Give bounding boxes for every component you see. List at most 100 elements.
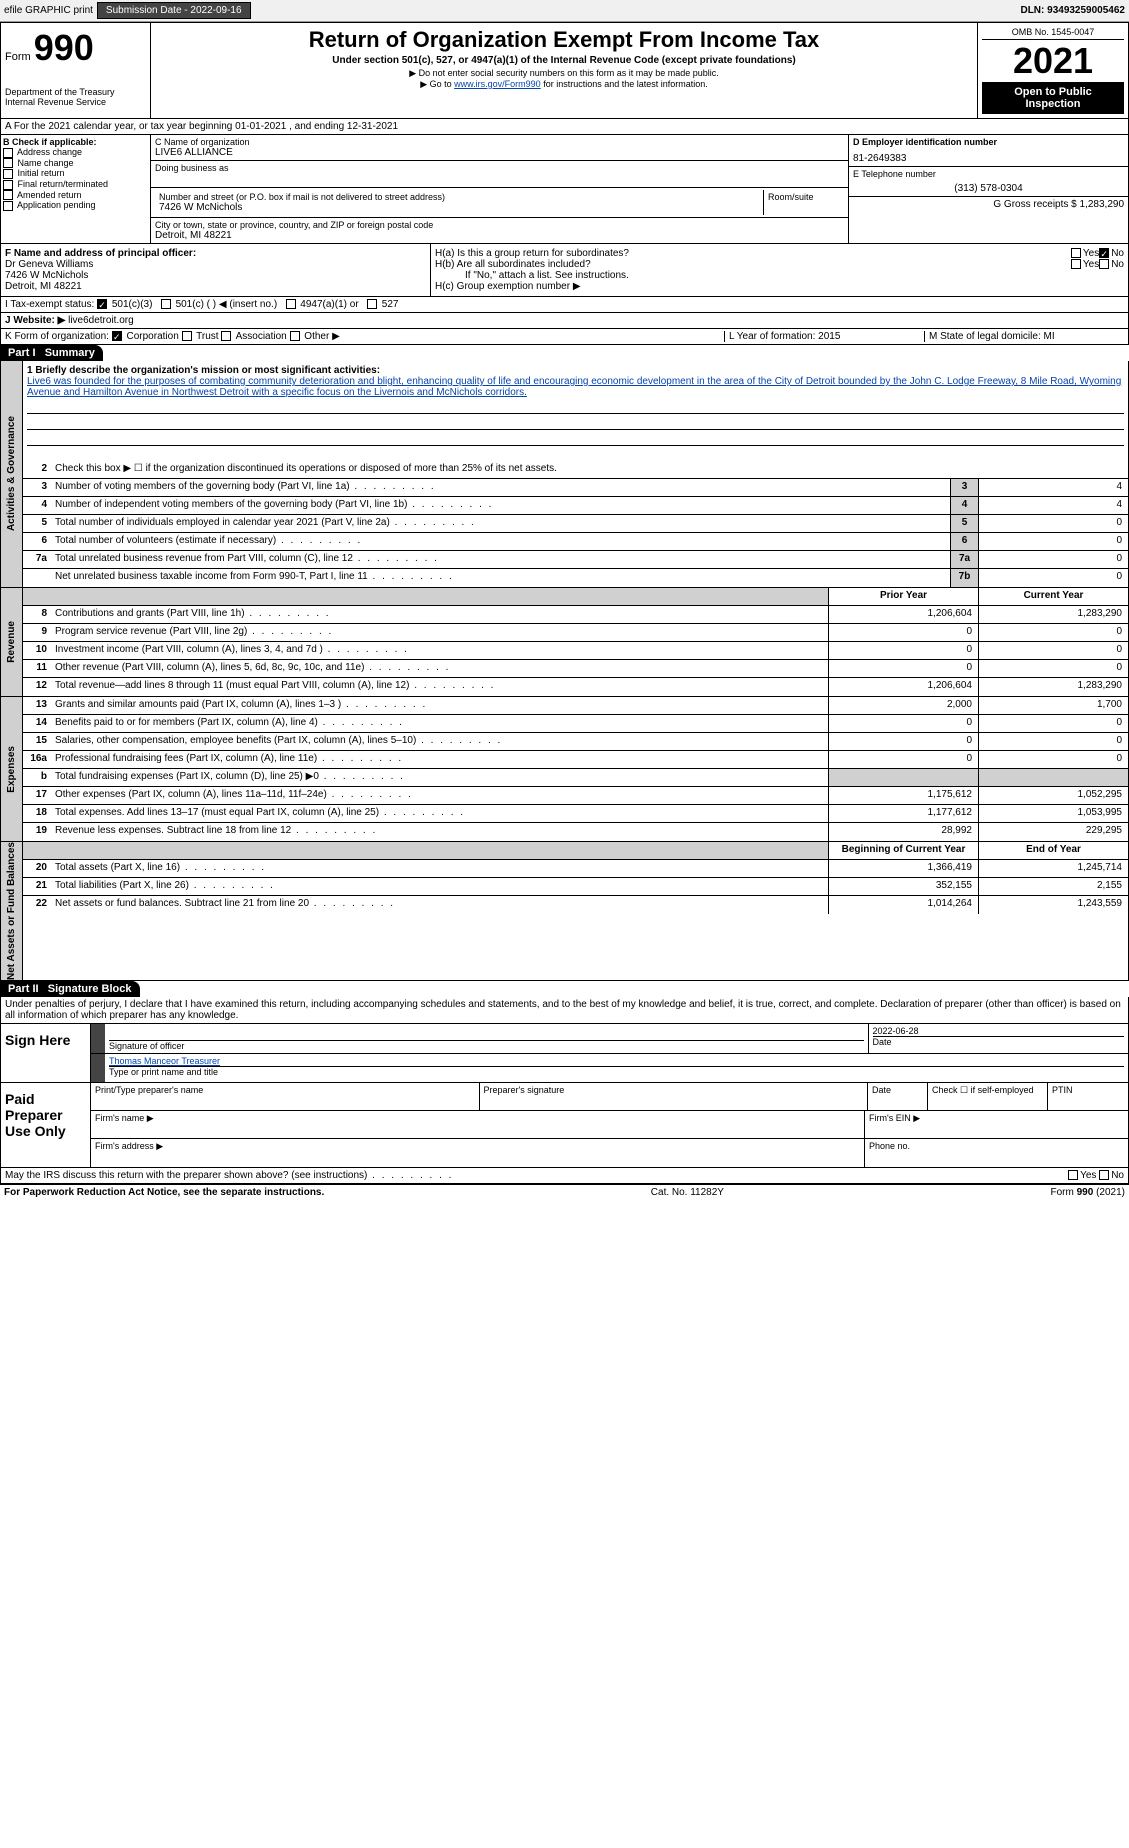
ha-no[interactable] — [1099, 248, 1109, 258]
501c3-check[interactable] — [97, 299, 107, 309]
paid-preparer: Paid Preparer Use Only Print/Type prepar… — [0, 1083, 1129, 1168]
form-sub3: ▶ Go to www.irs.gov/Form990 for instruct… — [155, 79, 973, 90]
ptin: PTIN — [1048, 1083, 1128, 1110]
assoc-check[interactable] — [221, 331, 231, 341]
dba-label: Doing business as — [155, 163, 844, 173]
arrow-icon — [91, 1054, 105, 1082]
street-row: Number and street (or P.O. box if mail i… — [151, 188, 848, 218]
part1-header: Part I Summary — [0, 345, 1129, 361]
mission-block: 1 Briefly describe the organization's mi… — [23, 361, 1128, 461]
colb-item: Final return/terminated — [3, 179, 148, 190]
city-row: City or town, state or province, country… — [151, 218, 848, 243]
year-formation: L Year of formation: 2015 — [724, 331, 924, 342]
firm-ein: Firm's EIN ▶ — [865, 1111, 1128, 1138]
ha-yes[interactable] — [1071, 248, 1081, 258]
dba-value — [155, 173, 844, 185]
hb-label: H(b) Are all subordinates included? — [435, 259, 1071, 270]
prep-name: Print/Type preparer's name — [91, 1083, 480, 1110]
colb-item: Initial return — [3, 168, 148, 179]
typed-name: Thomas Manceor Treasurer — [109, 1056, 1124, 1066]
form-id: Form 990 Department of the Treasury Inte… — [1, 23, 151, 118]
trust-check[interactable] — [182, 331, 192, 341]
hc-label: H(c) Group exemption number ▶ — [435, 281, 1124, 292]
line-22: 22Net assets or fund balances. Subtract … — [23, 896, 1128, 914]
irs-link[interactable]: www.irs.gov/Form990 — [454, 79, 541, 89]
phone: Phone no. — [865, 1139, 1128, 1167]
dept: Department of the Treasury Internal Reve… — [5, 87, 146, 107]
omb: OMB No. 1545-0047 — [982, 27, 1124, 40]
vtab-exp: Expenses — [1, 697, 23, 841]
org-name-row: C Name of organization LIVE6 ALLIANCE — [151, 135, 848, 161]
section-bcd: B Check if applicable: Address change Na… — [0, 135, 1129, 244]
city-label: City or town, state or province, country… — [155, 220, 844, 230]
col-c: C Name of organization LIVE6 ALLIANCE Do… — [151, 135, 848, 243]
line-21: 21Total liabilities (Part X, line 26)352… — [23, 878, 1128, 896]
hb-no[interactable] — [1099, 259, 1109, 269]
line-14: 14Benefits paid to or for members (Part … — [23, 715, 1128, 733]
mission-label: 1 Briefly describe the organization's mi… — [27, 365, 1124, 376]
officer-label: F Name and address of principal officer: — [5, 248, 426, 259]
sig-date-val: 2022-06-28 — [873, 1026, 1125, 1036]
street-label: Number and street (or P.O. box if mail i… — [159, 192, 759, 202]
colb-title: B Check if applicable: — [3, 137, 148, 147]
section-fh: F Name and address of principal officer:… — [0, 244, 1129, 297]
form-year-block: OMB No. 1545-0047 2021 Open to Public In… — [978, 23, 1128, 118]
officer-addr1: 7426 W McNichols — [5, 270, 426, 281]
line-10: 10Investment income (Part VIII, column (… — [23, 642, 1128, 660]
officer-name: Dr Geneva Williams — [5, 259, 426, 270]
ein-row: D Employer identification number 81-2649… — [849, 135, 1128, 167]
form-title-block: Return of Organization Exempt From Incom… — [151, 23, 978, 118]
ein-label: D Employer identification number — [853, 137, 1124, 147]
sig-date-label: Date — [873, 1036, 1125, 1047]
discuss-yes[interactable] — [1068, 1170, 1078, 1180]
efile-label: efile GRAPHIC print — [4, 5, 93, 16]
discuss-label: May the IRS discuss this return with the… — [5, 1170, 1068, 1181]
perjury: Under penalties of perjury, I declare th… — [0, 997, 1129, 1024]
tax-exempt-row: I Tax-exempt status: 501(c)(3) 501(c) ( … — [0, 297, 1129, 313]
form-title: Return of Organization Exempt From Incom… — [155, 27, 973, 53]
corp-check[interactable] — [112, 331, 122, 341]
submission-date[interactable]: Submission Date - 2022-09-16 — [97, 2, 251, 19]
form-word: Form — [5, 51, 31, 63]
hb-note: If "No," attach a list. See instructions… — [435, 270, 1124, 281]
firm-addr: Firm's address ▶ — [91, 1139, 865, 1167]
hb-yes[interactable] — [1071, 259, 1081, 269]
other-check[interactable] — [290, 331, 300, 341]
colb-item: Name change — [3, 158, 148, 169]
line-12: 12Total revenue—add lines 8 through 11 (… — [23, 678, 1128, 696]
sig-officer: Signature of officer — [109, 1040, 864, 1051]
501c-check[interactable] — [161, 299, 171, 309]
footer-right: Form 990 (2021) — [1051, 1187, 1125, 1198]
officer-addr2: Detroit, MI 48221 — [5, 281, 426, 292]
form-sub2: ▶ Do not enter social security numbers o… — [155, 68, 973, 79]
inspection: Open to Public Inspection — [982, 82, 1124, 114]
line-19: 19Revenue less expenses. Subtract line 1… — [23, 823, 1128, 841]
line-16a: 16aProfessional fundraising fees (Part I… — [23, 751, 1128, 769]
line-15: 15Salaries, other compensation, employee… — [23, 733, 1128, 751]
line-17: 17Other expenses (Part IX, column (A), l… — [23, 787, 1128, 805]
prep-date: Date — [868, 1083, 928, 1110]
527-check[interactable] — [367, 299, 377, 309]
website-row: J Website: ▶ live6detroit.org — [0, 313, 1129, 329]
line-3: 3Number of voting members of the governi… — [23, 479, 1128, 497]
website-value: live6detroit.org — [68, 315, 134, 326]
line-4: 4Number of independent voting members of… — [23, 497, 1128, 515]
4947-check[interactable] — [286, 299, 296, 309]
street: 7426 W McNichols — [159, 202, 759, 213]
form-sub1: Under section 501(c), 527, or 4947(a)(1)… — [155, 55, 973, 66]
room: Room/suite — [764, 190, 844, 215]
name-label: C Name of organization — [155, 137, 844, 147]
colb-item: Address change — [3, 147, 148, 158]
vtab-ag: Activities & Governance — [1, 361, 23, 587]
footer-left: For Paperwork Reduction Act Notice, see … — [4, 1187, 324, 1198]
mission-text[interactable]: Live6 was founded for the purposes of co… — [27, 376, 1124, 398]
dln: DLN: 93493259005462 — [1020, 5, 1125, 16]
discuss-no[interactable] — [1099, 1170, 1109, 1180]
prep-sig: Preparer's signature — [480, 1083, 869, 1110]
website-label: J Website: ▶ — [5, 315, 65, 326]
rev-header: Prior Year Current Year — [23, 588, 1128, 606]
sign-label: Sign Here — [1, 1024, 91, 1082]
vtab-net: Net Assets or Fund Balances — [1, 842, 23, 980]
footer: For Paperwork Reduction Act Notice, see … — [0, 1184, 1129, 1200]
paid-label: Paid Preparer Use Only — [1, 1083, 91, 1167]
